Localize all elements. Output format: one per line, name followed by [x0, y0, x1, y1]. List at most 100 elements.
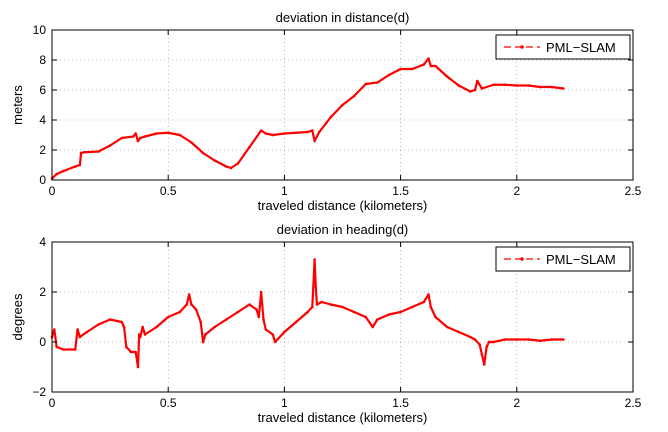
panel-2-data-point [283, 330, 286, 334]
panel-2-data-point [320, 300, 323, 304]
panel-2-data-point [313, 258, 316, 261]
panel-1-y-tick-label: 6 [39, 83, 46, 97]
panel-2-data-point [248, 303, 251, 306]
panel-1-data-point [55, 172, 58, 176]
panel-1-series-line [51, 57, 564, 180]
panel-1-x-tick-label: 0 [49, 184, 56, 198]
panel-2-y-tick-label: −2 [32, 385, 46, 399]
panel-1-data-point [427, 57, 430, 60]
panel-2-data-point [410, 305, 414, 309]
panel-1-data-point [550, 85, 553, 89]
panel-1-legend-label: PML−SLAM [546, 40, 616, 55]
panel-2-data-point [315, 303, 319, 306]
panel-1-data-point [515, 84, 519, 87]
panel-2-data-point [185, 303, 189, 306]
panel-1-x-tick-label: 0.5 [160, 184, 177, 198]
panel-2-data-point [487, 340, 491, 344]
panel-1-x-tick-label: 1 [281, 184, 288, 198]
panel-2-data-point [352, 310, 356, 314]
panel-1-data-point [480, 87, 484, 90]
panel-2-data-point [341, 305, 344, 309]
panel-2-data-point [55, 345, 58, 349]
panel-1-data-point [166, 131, 170, 135]
panel-2-data-point [329, 303, 333, 306]
panel-1-data-point [475, 79, 479, 83]
panel-2-x-tick-label: 0.5 [160, 396, 177, 410]
panel-2-data-point [122, 325, 126, 329]
panel-1-data-point [294, 131, 298, 135]
panel-1-data-point [229, 166, 233, 170]
panel-2-data-point [262, 318, 265, 321]
panel-2-data-point [538, 339, 542, 343]
panel-2-data-point [190, 303, 193, 306]
panel-1-data-point [190, 141, 193, 144]
panel-1-data-point [97, 150, 100, 153]
panel-1-data-point [310, 129, 314, 132]
panel-2-x-tick-label: 2.5 [625, 396, 642, 410]
panel-2-data-point [143, 333, 147, 336]
panel-1-data-point [134, 132, 137, 135]
panel-1-data-point [473, 88, 477, 92]
panel-2-data-point [76, 328, 79, 331]
panel-2-data-point [469, 335, 472, 339]
panel-2-data-point [78, 335, 82, 339]
panel-1-data-point [399, 67, 402, 71]
panel-1-y-tick-label: 4 [39, 113, 46, 127]
panel-2-data-point [53, 328, 56, 331]
panel-1-data-point [329, 115, 333, 119]
panel-2-x-tick-label: 1 [281, 396, 288, 410]
panel-2-x-tick-label: 0 [49, 396, 56, 410]
panel-1-data-point [139, 136, 142, 140]
panel-2-data-point [136, 365, 140, 369]
panel-2-data-point [364, 315, 368, 319]
panel-2-data-point [213, 325, 216, 329]
panel-1-data-point [492, 83, 495, 87]
panel-2-data-point [480, 353, 484, 356]
panel-1-data-point [352, 94, 356, 98]
panel-1-y-tick-label: 2 [39, 143, 46, 157]
panel-1-data-point [236, 162, 240, 165]
panel-1-data-point [155, 132, 158, 135]
panel-2-axes-box [51, 241, 634, 393]
panel-2-data-point [264, 328, 268, 331]
panel-2-data-point [527, 338, 530, 341]
panel-1-x-tick-label: 2 [513, 184, 520, 198]
panel-1-data-point [271, 133, 275, 137]
panel-2-data-point [125, 345, 128, 349]
panel-1-data-point [503, 83, 507, 87]
panel-2-y-tick-label: 2 [39, 285, 46, 299]
panel-2-data-point [201, 340, 205, 344]
panel-2-data-point [134, 350, 137, 354]
panel-1-data-point [313, 139, 316, 143]
panel-1-x-tick-label: 1.5 [392, 184, 409, 198]
panel-2-data-point [422, 300, 426, 304]
panel-1-data-point [178, 133, 182, 137]
panel-1-data-point [108, 144, 112, 147]
panel-1-data-point [283, 132, 286, 135]
panel-2-data-point [187, 293, 191, 296]
panel-1-data-point [79, 151, 83, 155]
panel-2-data-point [427, 293, 430, 296]
panel-1-data-point [387, 73, 391, 77]
panel-2-data-point [473, 338, 477, 341]
panel-2-data-point [387, 313, 391, 316]
panel-2-data-point [166, 315, 170, 319]
panel-1-data-point [457, 84, 461, 87]
panel-1-data-point [73, 165, 77, 168]
panel-2-data-point [155, 325, 158, 329]
panel-1-title: deviation in distance(d) [276, 10, 410, 25]
panel-2-title: deviation in heading(d) [277, 222, 409, 237]
panel-2-data-point [376, 318, 379, 321]
panel-2-data-point [97, 323, 100, 326]
panel-1-data-point [143, 135, 147, 138]
panel-1-data-point [264, 132, 268, 135]
panel-1-axes-box [51, 29, 634, 181]
panel-2-data-point [129, 350, 133, 354]
panel-1-y-tick-label: 0 [39, 173, 46, 187]
panel-1-data-point [132, 135, 135, 138]
panel-1-data-point [434, 64, 437, 68]
panel-1-y-tick-label: 8 [39, 53, 46, 67]
panel-2-data-point [492, 340, 495, 344]
panel-1-data-point [376, 81, 379, 84]
